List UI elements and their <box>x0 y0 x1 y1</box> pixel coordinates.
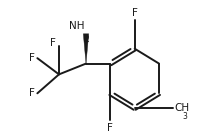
Text: F: F <box>132 8 138 18</box>
Text: CH: CH <box>175 103 190 113</box>
Polygon shape <box>83 34 89 64</box>
Text: NH: NH <box>69 21 84 31</box>
Text: F: F <box>29 53 35 63</box>
Text: F: F <box>29 88 35 98</box>
Text: F: F <box>107 123 113 133</box>
Text: 2: 2 <box>85 35 89 44</box>
Text: F: F <box>50 38 56 48</box>
Text: 3: 3 <box>182 112 187 121</box>
